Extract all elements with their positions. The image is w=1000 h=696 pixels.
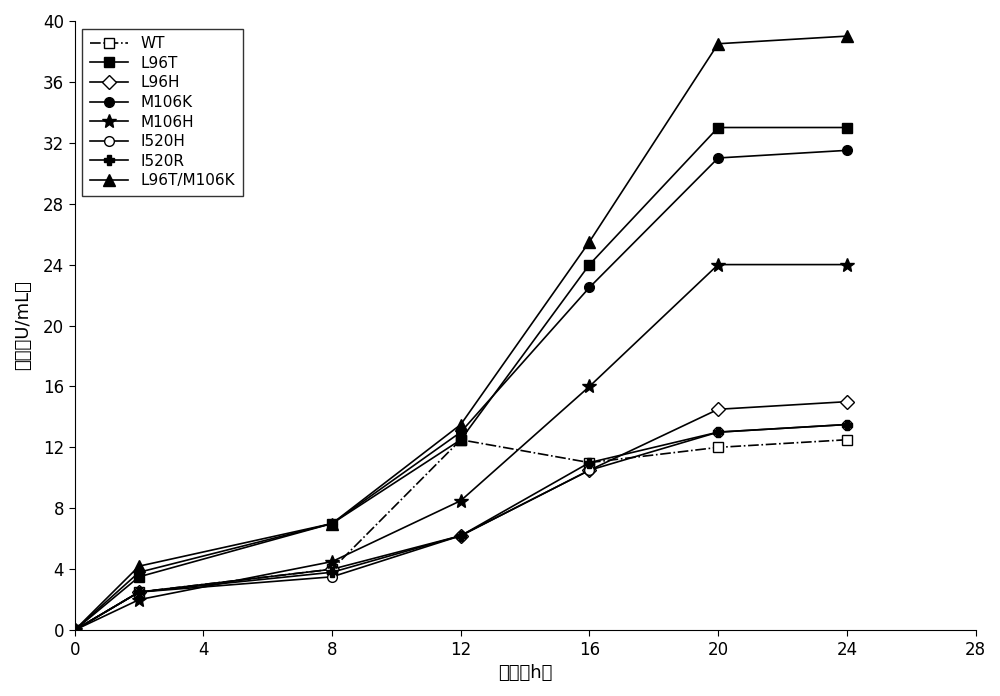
L96H bbox=[841, 397, 853, 406]
WT bbox=[583, 459, 595, 467]
L96T/M106K bbox=[69, 626, 81, 634]
L96H bbox=[133, 588, 145, 596]
M106K bbox=[583, 283, 595, 292]
L96T/M106K bbox=[133, 562, 145, 570]
I520H bbox=[455, 532, 467, 540]
WT bbox=[455, 436, 467, 444]
M106H bbox=[583, 382, 595, 390]
M106H bbox=[69, 626, 81, 634]
Line: M106K: M106K bbox=[70, 145, 852, 635]
WT bbox=[69, 626, 81, 634]
L96T/M106K bbox=[583, 237, 595, 246]
L96H bbox=[69, 626, 81, 634]
M106H bbox=[133, 596, 145, 604]
WT bbox=[133, 588, 145, 596]
X-axis label: 时间（h）: 时间（h） bbox=[498, 664, 552, 682]
M106H bbox=[841, 260, 853, 269]
L96T bbox=[712, 123, 724, 132]
I520H bbox=[712, 428, 724, 436]
Line: L96T: L96T bbox=[70, 122, 852, 635]
M106K bbox=[455, 428, 467, 436]
Line: I520H: I520H bbox=[70, 420, 852, 635]
L96T/M106K bbox=[841, 32, 853, 40]
I520H bbox=[841, 420, 853, 429]
L96T bbox=[133, 573, 145, 581]
L96T bbox=[455, 436, 467, 444]
M106H bbox=[326, 557, 338, 566]
L96T bbox=[841, 123, 853, 132]
Line: WT: WT bbox=[70, 435, 852, 635]
L96T bbox=[326, 519, 338, 528]
M106K bbox=[712, 154, 724, 162]
I520R bbox=[133, 588, 145, 596]
L96T/M106K bbox=[455, 420, 467, 429]
L96H bbox=[326, 565, 338, 574]
I520R bbox=[326, 568, 338, 576]
WT bbox=[326, 565, 338, 574]
I520H bbox=[69, 626, 81, 634]
Y-axis label: 酶活（U/mL）: 酶活（U/mL） bbox=[14, 280, 32, 370]
I520R bbox=[69, 626, 81, 634]
I520R bbox=[455, 532, 467, 540]
M106K bbox=[133, 568, 145, 576]
L96H bbox=[712, 405, 724, 413]
I520R bbox=[712, 428, 724, 436]
L96T/M106K bbox=[326, 519, 338, 528]
WT bbox=[712, 443, 724, 452]
L96T bbox=[69, 626, 81, 634]
L96H bbox=[583, 466, 595, 475]
WT bbox=[841, 436, 853, 444]
M106K bbox=[841, 146, 853, 155]
M106K bbox=[326, 519, 338, 528]
L96H bbox=[455, 532, 467, 540]
Line: I520R: I520R bbox=[70, 420, 852, 635]
I520R bbox=[583, 459, 595, 467]
L96T/M106K bbox=[712, 40, 724, 48]
I520H bbox=[583, 466, 595, 475]
L96T bbox=[583, 260, 595, 269]
I520R bbox=[841, 420, 853, 429]
Legend: WT, L96T, L96H, M106K, M106H, I520H, I520R, L96T/M106K: WT, L96T, L96H, M106K, M106H, I520H, I52… bbox=[82, 29, 243, 196]
M106H bbox=[712, 260, 724, 269]
Line: L96T/M106K: L96T/M106K bbox=[69, 31, 852, 635]
M106H bbox=[455, 496, 467, 505]
Line: M106H: M106H bbox=[68, 258, 854, 637]
Line: L96H: L96H bbox=[70, 397, 852, 635]
I520H bbox=[133, 588, 145, 596]
I520H bbox=[326, 573, 338, 581]
M106K bbox=[69, 626, 81, 634]
